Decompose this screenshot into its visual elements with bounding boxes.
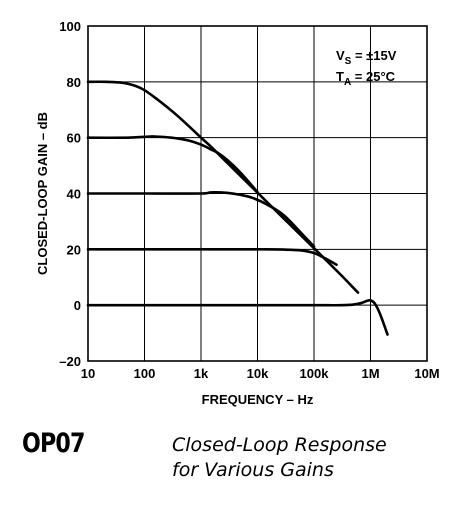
x-tick-label: 10k: [247, 366, 269, 381]
x-axis-ticks: 10 100 1k 10k 100k 1M 10M: [81, 366, 440, 381]
gain-curve-3: [86, 191, 316, 248]
part-number: OP07: [22, 428, 85, 459]
y-tick-label: 40: [67, 187, 81, 202]
y-tick-label: –20: [59, 354, 81, 369]
y-axis-ticks: 100 80 60 40 20 0 –20: [59, 19, 81, 369]
y-tick-label: 20: [67, 242, 81, 257]
y-tick-label: 0: [74, 298, 81, 313]
x-tick-label: 100k: [300, 366, 330, 381]
y-tick-label: 100: [59, 19, 81, 34]
caption-line-1: Closed-Loop Response: [172, 434, 387, 456]
x-axis-title: FREQUENCY – Hz: [202, 392, 314, 407]
condition-label: VS = ±15V: [336, 48, 397, 67]
gain-curve-2: [86, 135, 259, 194]
x-tick-label: 1M: [361, 366, 379, 381]
condition-label: TA = 25°C: [336, 69, 396, 88]
gain-curve-5: [86, 298, 389, 336]
gain-curve-1: [86, 80, 360, 294]
x-tick-label: 10M: [414, 366, 439, 381]
x-tick-label: 1k: [194, 366, 209, 381]
x-tick-label: 100: [134, 366, 156, 381]
y-tick-label: 80: [67, 75, 81, 90]
closed-loop-response-chart: 10 100 1k 10k 100k 1M 10M 100 80 60 40 20 0 –20 FREQ…: [35, 19, 440, 407]
y-tick-label: 60: [67, 131, 81, 146]
gain-curve-4: [86, 247, 338, 266]
series-curves: [86, 80, 389, 336]
test-conditions: VS = ±15V TA = 25°C: [336, 48, 397, 88]
figure-caption: Closed-Loop Response for Various Gains: [172, 433, 387, 483]
x-tick-label: 10: [81, 366, 95, 381]
y-axis-title: CLOSED-LOOP GAIN – dB: [35, 112, 50, 275]
caption-line-2: for Various Gains: [172, 459, 334, 481]
